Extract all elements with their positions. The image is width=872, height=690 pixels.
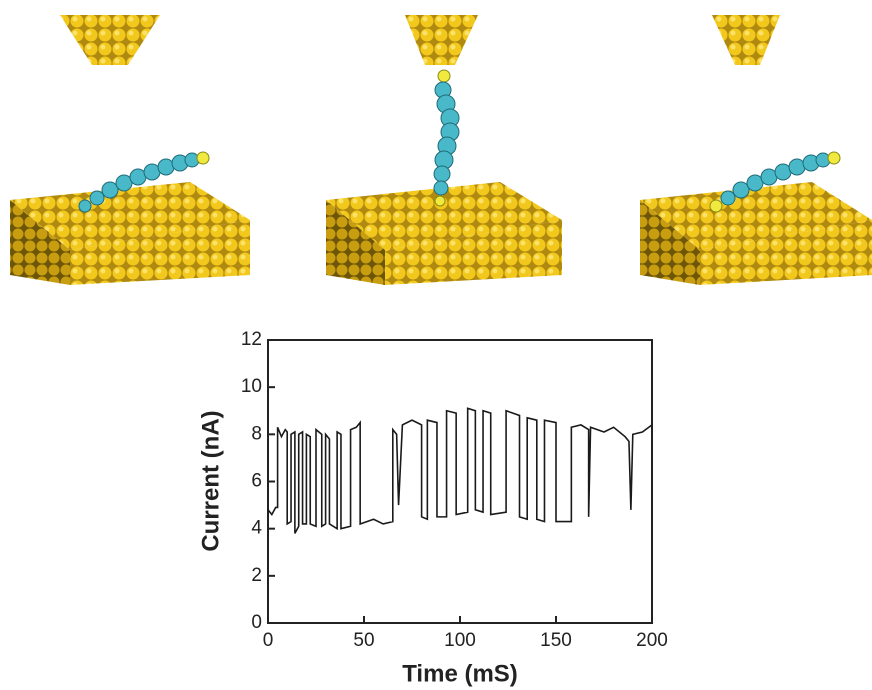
y-axis-label: Current (nA): [197, 410, 224, 551]
x-axis-label: Time (mS): [402, 660, 518, 687]
panel-3: [640, 15, 872, 285]
panel-2: [326, 15, 562, 285]
illustrations: [10, 15, 872, 285]
x-tick-label: 100: [444, 630, 476, 651]
y-tick-label: 10: [241, 376, 262, 397]
y-tick-label: 12: [241, 329, 262, 350]
y-tick-label: 0: [251, 612, 262, 633]
x-tick-label: 0: [263, 630, 274, 651]
y-tick-label: 4: [251, 518, 262, 539]
y-tick-label: 6: [251, 471, 262, 492]
chart: Time (mS) Current (nA) 0 50 100 150 200 0 2 4 6 8…: [197, 329, 668, 687]
data-line: [267, 407, 653, 534]
panel-1: [10, 15, 250, 285]
y-tick-label: 8: [251, 423, 262, 444]
x-tick-label: 50: [353, 630, 374, 651]
y-tick-label: 2: [251, 565, 262, 586]
x-tick-label: 200: [636, 630, 668, 651]
x-tick-label: 150: [540, 630, 572, 651]
